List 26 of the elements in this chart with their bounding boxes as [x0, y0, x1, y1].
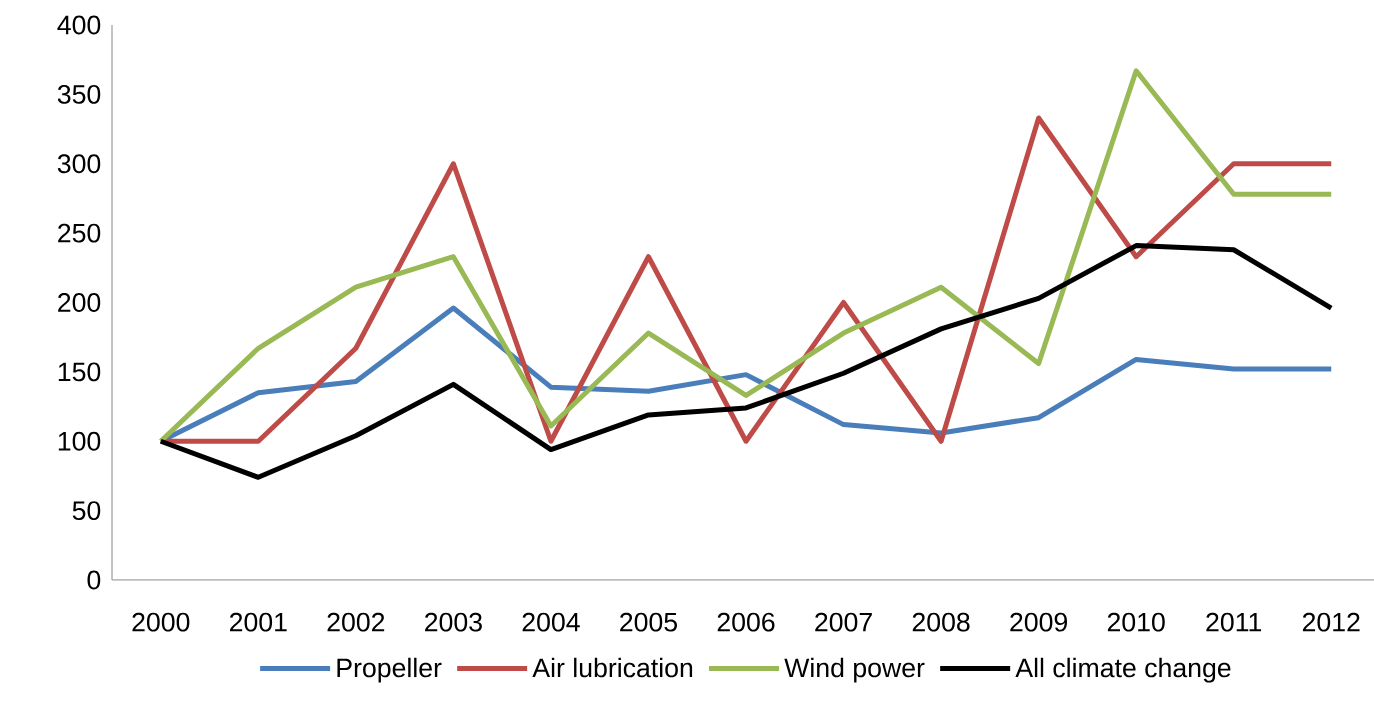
y-tick-label: 350 — [57, 84, 101, 104]
legend-label: Wind power — [784, 657, 925, 683]
y-tick-label: 400 — [57, 15, 101, 35]
x-tick-label: 2011 — [1206, 612, 1262, 632]
x-tick-label: 2010 — [1107, 612, 1165, 632]
x-tick-label: 2006 — [717, 612, 775, 632]
x-tick-label: 2004 — [522, 612, 580, 632]
y-tick-label: 100 — [58, 431, 101, 451]
y-tick-label: 250 — [58, 223, 101, 243]
x-tick-label: 2005 — [620, 612, 678, 632]
legend-label: Air lubrication — [532, 657, 693, 678]
y-tick-label: 50 — [72, 501, 101, 521]
x-tick-label: 2003 — [425, 612, 482, 632]
x-tick-label: 2002 — [327, 612, 385, 632]
y-tick-label: 0 — [87, 570, 101, 590]
x-tick-label: 2008 — [912, 612, 970, 632]
x-tick-label: 2009 — [1010, 612, 1068, 632]
legend-label: All climate change — [1015, 657, 1231, 683]
x-tick-label: 2001 — [229, 612, 287, 632]
y-tick-label: 150 — [58, 362, 101, 382]
y-tick-label: 200 — [58, 293, 101, 312]
y-tick-label: 300 — [57, 154, 101, 174]
x-tick-label: 2007 — [815, 612, 872, 632]
x-tick-label: 2012 — [1302, 612, 1360, 632]
x-tick-label: 2000 — [132, 612, 190, 632]
legend-label: Propeller — [337, 657, 442, 683]
